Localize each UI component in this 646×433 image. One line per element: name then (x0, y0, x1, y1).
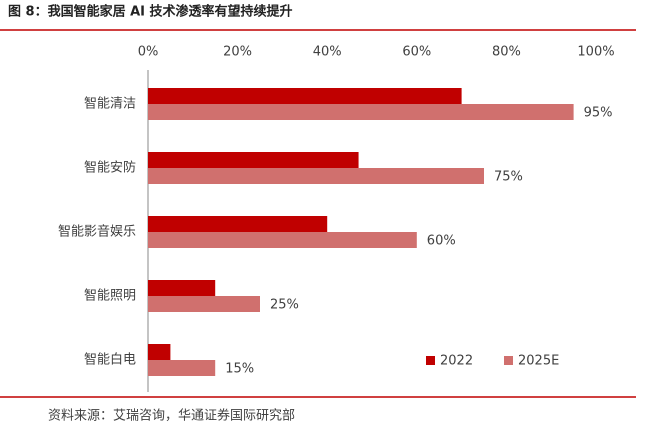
x-tick-label: 20% (223, 45, 252, 60)
bar (148, 152, 359, 168)
x-tick-label: 60% (402, 45, 431, 60)
x-tick-label: 0% (138, 45, 159, 60)
value-label: 25% (270, 298, 299, 313)
y-tick-label: 智能白电 (84, 352, 136, 368)
y-tick-label: 智能清洁 (84, 97, 136, 112)
bar (148, 280, 216, 296)
bar (148, 104, 574, 120)
bar (148, 168, 484, 184)
bar (148, 216, 328, 232)
bar (148, 88, 462, 104)
x-tick-label: 40% (313, 45, 342, 60)
value-label: 15% (225, 362, 254, 377)
y-tick-label: 智能影音娱乐 (58, 224, 136, 240)
y-tick-label: 智能安防 (84, 160, 136, 176)
value-label: 95% (584, 106, 613, 121)
value-label: 75% (494, 170, 523, 185)
bar (148, 360, 216, 376)
x-tick-label: 100% (577, 45, 614, 60)
x-tick-label: 80% (492, 45, 521, 60)
legend-label: 2022 (440, 354, 473, 369)
y-tick-label: 智能照明 (84, 289, 136, 304)
bar (148, 296, 260, 312)
bar (148, 344, 171, 360)
legend-label: 2025E (518, 354, 559, 369)
source-note: 资料来源：艾瑞咨询，华通证券国际研究部 (48, 408, 295, 424)
bar (148, 232, 417, 248)
legend-swatch (426, 356, 435, 365)
value-label: 60% (427, 234, 456, 249)
chart-title: 图 8：我国智能家居 AI 技术渗透率有望持续提升 (8, 4, 293, 20)
legend-swatch (504, 356, 513, 365)
